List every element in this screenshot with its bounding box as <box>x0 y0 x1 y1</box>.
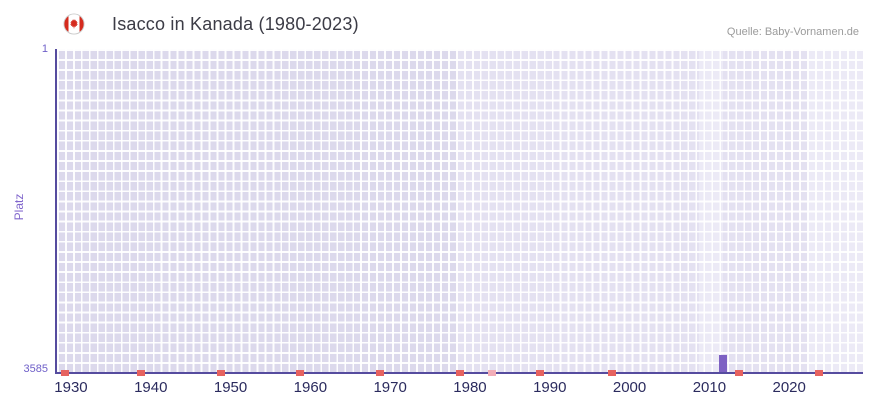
background-band <box>807 49 863 372</box>
background-band <box>699 49 724 372</box>
baseline-mark <box>535 370 544 376</box>
plot-area[interactable] <box>55 49 863 376</box>
canada-flag-icon <box>63 13 85 35</box>
baseline-mark <box>456 370 464 376</box>
baseline-mark <box>136 370 145 376</box>
chart-title: Isacco in Kanada (1980-2023) <box>112 14 359 34</box>
rank-bar[interactable] <box>719 355 728 372</box>
baseline-mark <box>376 370 385 376</box>
x-tick-label: 2010 <box>692 379 727 396</box>
baseline-mark <box>735 370 744 376</box>
x-axis-ticks: 1930 1940 1950 1960 1970 1980 1990 2000 2010 2020 <box>54 379 861 401</box>
y-axis-label: Platz <box>12 193 26 221</box>
x-tick-label: 1940 <box>134 379 168 396</box>
baseline-mark <box>815 370 824 376</box>
source-attribution: Quelle: Baby-Vornamen.de <box>726 26 859 38</box>
x-tick-label: 1950 <box>213 379 248 396</box>
x-tick-label: 1990 <box>533 379 567 396</box>
x-tick-label: 1970 <box>373 379 407 396</box>
y-tick-top: 1 <box>41 43 48 55</box>
y-tick-bottom: 3585 <box>23 363 48 375</box>
baseline-mark <box>607 370 616 376</box>
baseline-mark <box>487 370 496 376</box>
x-tick-label: 2020 <box>772 379 806 396</box>
x-tick-label: 1930 <box>54 379 88 396</box>
x-tick-label: 1980 <box>453 379 487 396</box>
baseline-mark <box>60 370 69 376</box>
baseline-mark <box>216 370 225 376</box>
x-tick-label: 2000 <box>612 379 647 396</box>
baseline-mark <box>296 370 305 376</box>
background-band <box>456 49 863 372</box>
x-tick-label: 1960 <box>293 379 328 396</box>
